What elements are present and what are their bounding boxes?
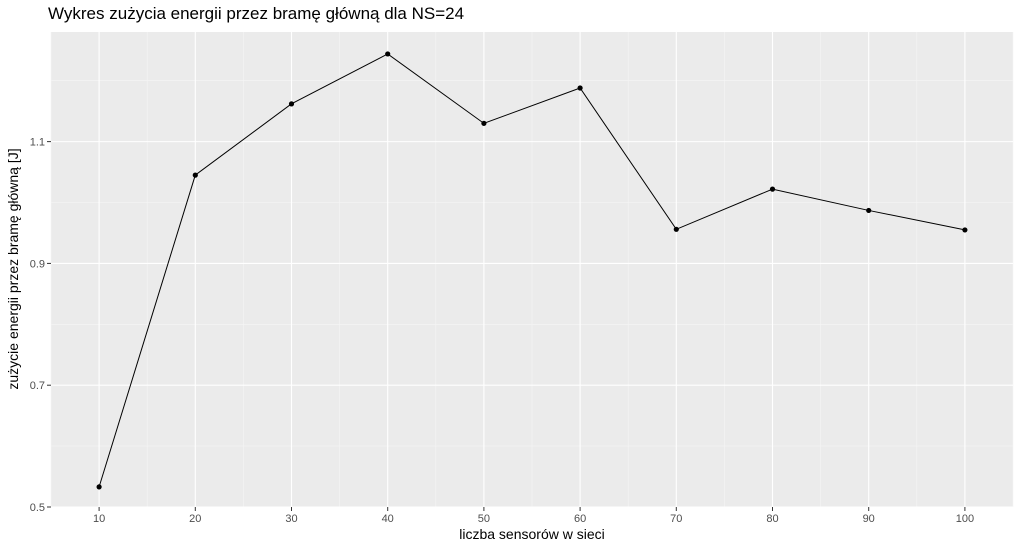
major-gridlines <box>51 32 1013 508</box>
x-tick-label: 90 <box>863 513 875 525</box>
x-tick-label: 40 <box>382 513 394 525</box>
x-tick-label: 30 <box>285 513 297 525</box>
x-tick-label: 50 <box>478 513 490 525</box>
y-axis-label: zużycie energii przez bramę główną [J] <box>5 148 21 390</box>
series-line <box>98 53 965 488</box>
x-axis: 10 20 30 40 50 60 70 80 90 100 <box>93 507 974 525</box>
data-point <box>866 207 872 214</box>
y-tick-label: 0.7 <box>30 380 45 392</box>
x-tick-label: 60 <box>574 513 586 525</box>
y-axis: 0.5 0.7 0.9 1.1 <box>30 137 51 514</box>
y-tick-label: 1.1 <box>30 137 45 149</box>
data-point <box>673 226 679 232</box>
y-tick-label: 0.9 <box>30 258 45 270</box>
data-point <box>288 101 295 107</box>
data-point <box>962 227 968 233</box>
data-point <box>192 172 198 178</box>
x-tick-label: 100 <box>956 513 974 525</box>
data-point <box>577 85 583 91</box>
x-axis-label: liczba sensorów w sieci <box>459 526 605 542</box>
data-point <box>769 186 776 192</box>
minor-gridlines <box>50 32 1014 507</box>
x-tick-label: 20 <box>189 513 201 525</box>
x-tick-label: 10 <box>93 513 105 525</box>
data-point <box>96 484 102 490</box>
data-points <box>96 51 968 490</box>
data-point <box>481 120 487 126</box>
y-tick-label: 0.5 <box>30 502 45 514</box>
data-point <box>385 51 391 57</box>
x-tick-label: 80 <box>766 513 778 525</box>
x-tick-label: 70 <box>670 513 682 525</box>
chart-title: Wykres zużycia energii przez bramę główn… <box>48 4 465 23</box>
